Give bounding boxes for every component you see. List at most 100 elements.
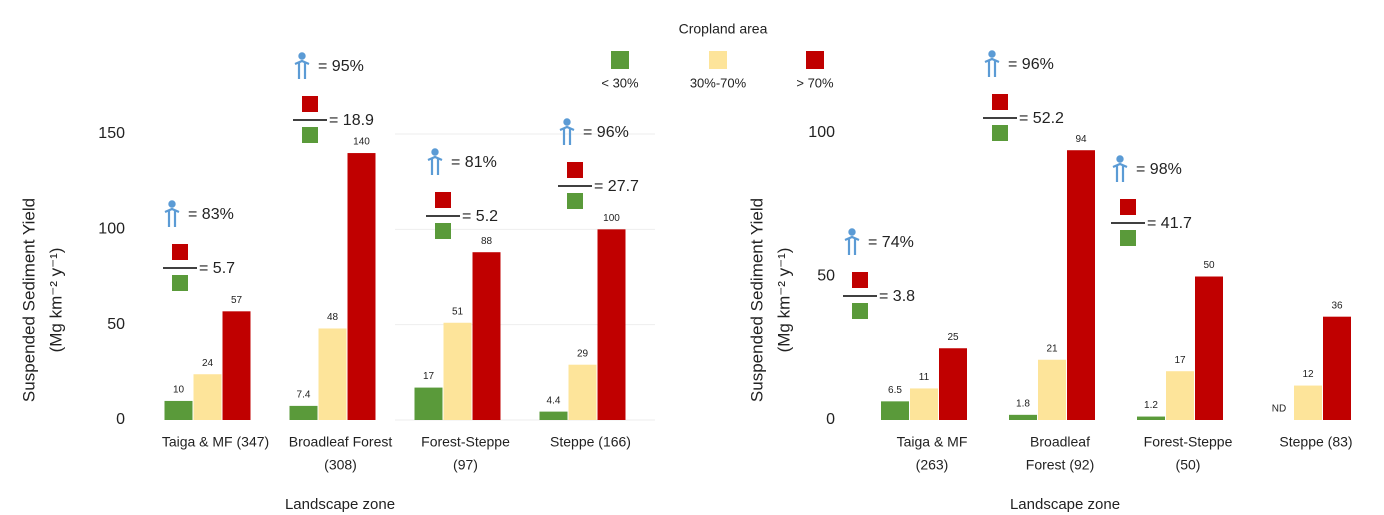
ratio-icon-low [435,223,451,239]
value-label: 36 [1331,300,1343,311]
y-tick-label: 100 [808,124,835,141]
person-icon [164,200,180,227]
value-label: 88 [481,236,493,247]
y-tick-label: 100 [98,221,125,238]
x-tick-label: (308) [324,457,357,473]
x-tick-label: Steppe (83) [1279,434,1352,450]
y-axis-title: Suspended Sediment Yield [747,198,766,402]
icon-head [431,148,439,156]
ratio-label: = 5.7 [199,260,235,277]
legend-label: < 30% [601,75,639,90]
value-label: 10 [173,385,185,396]
bar [1294,385,1322,420]
bar [1323,316,1351,420]
bar [347,153,376,421]
bar [318,328,347,420]
bar [881,401,909,420]
x-tick-label: Broadleaf [1030,434,1090,450]
ratio-icon-high [302,96,318,112]
value-label: 48 [327,312,339,323]
ratio-icon-high [172,244,188,260]
person-icon [427,148,443,175]
bar [539,411,568,420]
ratio-label: = 41.7 [1147,215,1192,232]
value-label: 4.4 [547,395,561,406]
bar [939,348,967,420]
icon-body [844,235,860,255]
y-tick-label: 0 [116,411,125,428]
bar [1137,416,1165,420]
ratio-icon-high [435,192,451,208]
share-label: = 95% [318,58,364,75]
ratio-icon-low [172,275,188,291]
icon-body [1112,162,1128,182]
icon-head [168,200,176,208]
y-axis-title: Suspended Sediment Yield [19,198,38,402]
icon-head [563,118,571,126]
bar [1009,414,1037,420]
value-label: 12 [1302,369,1314,380]
value-label: 6.5 [888,385,902,396]
icon-body [559,125,575,145]
y-axis-title: (Mg km⁻² y⁻¹) [46,248,65,353]
bar [193,374,222,420]
value-label: 11 [919,372,930,383]
bar [1195,276,1223,420]
ratio-icon-low [567,193,583,209]
y-axis-title: (Mg km⁻² y⁻¹) [774,248,793,353]
icon-body [427,155,443,175]
person-icon [984,50,1000,77]
ratio-label: = 3.8 [879,288,915,305]
bar [289,405,318,420]
share-label: = 96% [583,124,629,141]
ratio-icon-low [1120,230,1136,246]
x-tick-label: Steppe (166) [550,434,631,450]
y-tick-label: 0 [826,411,835,428]
icon-head [988,50,996,58]
share-label: = 83% [188,206,234,223]
share-label: = 98% [1136,161,1182,178]
x-tick-label: Forest-Steppe [421,434,510,450]
ratio-label: = 52.2 [1019,110,1064,127]
icon-head [848,228,856,236]
y-tick-label: 50 [107,316,125,333]
value-label: 17 [423,371,435,382]
x-tick-label: (50) [1176,457,1201,473]
legend-swatch [806,51,824,69]
y-tick-label: 50 [817,268,835,285]
value-label: 140 [353,137,370,148]
icon-body [164,207,180,227]
ratio-label: = 5.2 [462,208,498,225]
bar [1038,359,1066,420]
ratio-icon-high [1120,199,1136,215]
x-tick-label: Taiga & MF [897,434,968,450]
person-icon [1112,155,1128,182]
value-label: 94 [1075,134,1087,145]
legend-label: 30%-70% [690,75,747,90]
x-tick-label: Broadleaf Forest [289,434,393,450]
value-label: 51 [452,306,464,317]
person-icon [294,52,310,79]
icon-head [298,52,306,60]
x-tick-label: Forest (92) [1026,457,1094,473]
bar [443,322,472,420]
value-label: 21 [1046,343,1058,354]
bar [222,311,251,420]
ratio-icon-high [567,162,583,178]
bar [472,252,501,420]
value-label: 100 [603,213,620,224]
ratio-label: = 27.7 [594,178,639,195]
x-tick-label: (263) [916,457,949,473]
value-label: 24 [202,358,214,369]
x-tick-label: Forest-Steppe [1144,434,1233,450]
x-axis-title: Landscape zone [1010,496,1120,513]
x-tick-label: (97) [453,457,478,473]
ratio-icon-high [992,94,1008,110]
bar [1166,371,1194,420]
value-label: 50 [1203,260,1215,271]
value-label: 7.4 [297,390,311,401]
x-tick-label: Taiga & MF (347) [162,434,269,450]
ratio-icon-low [302,127,318,143]
value-label: 1.8 [1016,398,1030,409]
